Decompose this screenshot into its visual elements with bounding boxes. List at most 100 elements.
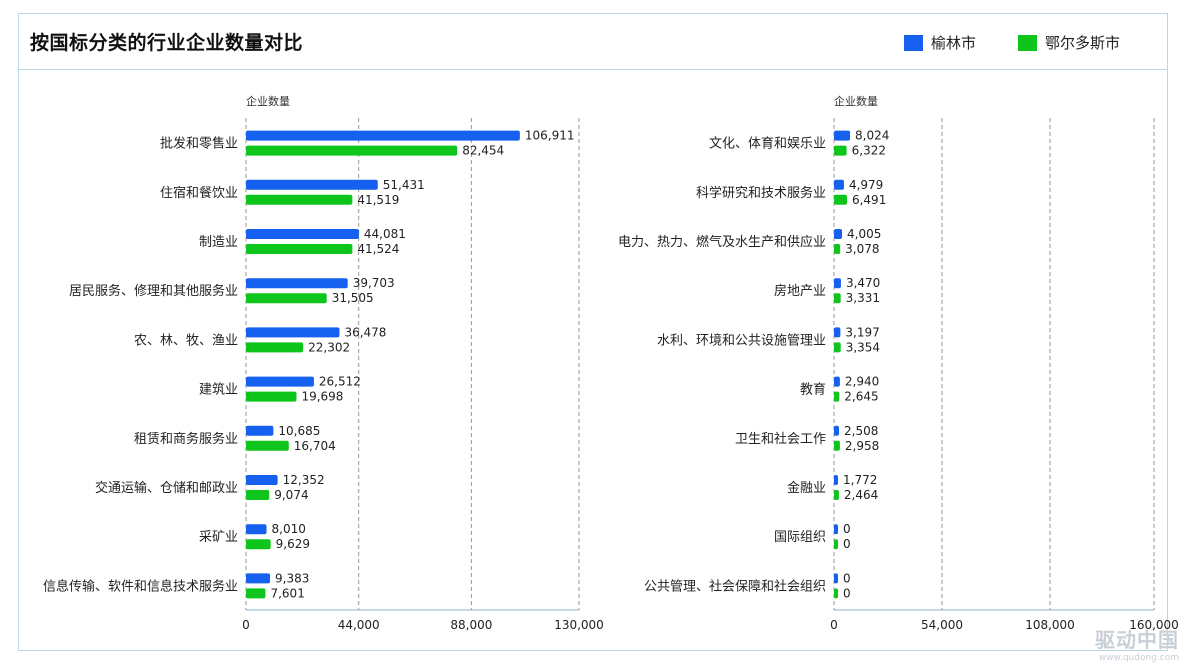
panel2-bar-ordos	[834, 244, 841, 254]
legend-label-yulin: 榆林市	[931, 34, 977, 52]
panel2-value-label: 2,645	[844, 390, 878, 404]
panel2-category-label: 公共管理、社会保障和社会组织	[644, 578, 826, 594]
panel2-bar-yulin	[834, 573, 838, 584]
card-header: 按国标分类的行业企业数量对比 榆林市 鄂尔多斯市	[19, 14, 1167, 70]
panel2-bar-yulin	[834, 130, 851, 141]
panel2-value-label: 3,078	[845, 242, 879, 256]
panel1-value-label: 9,074	[274, 488, 308, 502]
panel2-bar-ordos	[834, 293, 841, 304]
panel2-tick-label: 160,000	[1129, 618, 1179, 632]
panel1-value-label: 106,911	[525, 129, 575, 143]
panel2-value-label: 2,508	[844, 424, 878, 438]
legend-item-yulin[interactable]: 榆林市	[904, 32, 976, 53]
panel2-value-label: 3,331	[846, 291, 880, 305]
panel1-category-label: 批发和零售业	[160, 136, 238, 152]
panel2-bar-ordos	[834, 391, 840, 402]
panel2-category-label: 卫生和社会工作	[735, 431, 826, 447]
panel2-tick-label: 108,000	[1025, 618, 1075, 632]
watermark: 驱动中国 www.qudong.com	[1095, 624, 1179, 663]
panel1-value-label: 7,601	[270, 586, 304, 600]
panel2-category-label: 电力、热力、燃气及水生产和供应业	[618, 234, 826, 250]
legend-label-ordos: 鄂尔多斯市	[1045, 34, 1121, 52]
panel2-category-label: 教育	[800, 382, 826, 398]
panel1-bar-ordos	[246, 244, 353, 254]
panel1-axis-title: 企业数量	[246, 94, 290, 108]
panel1-category-label: 住宿和餐饮业	[160, 185, 238, 201]
panel1-bar-ordos	[246, 539, 271, 550]
legend-swatch-ordos	[1018, 34, 1037, 51]
watermark-name: 驱动中国	[1095, 628, 1179, 652]
panel1-bar-ordos	[246, 440, 289, 451]
legend-item-ordos[interactable]: 鄂尔多斯市	[1018, 32, 1120, 53]
panel1-category-label: 制造业	[199, 235, 238, 250]
panel2-bar-ordos	[834, 194, 847, 205]
panel2-bar-yulin	[834, 327, 841, 338]
panel2-bar-yulin	[834, 524, 838, 535]
panel2-bar-yulin	[834, 475, 838, 485]
panel1-value-label: 51,431	[383, 178, 425, 192]
panel1-value-label: 41,519	[357, 193, 399, 207]
panel2-category-label: 文化、体育和娱乐业	[709, 136, 826, 152]
panel2-bar-ordos	[834, 342, 841, 353]
panel2-category-label: 金融业	[787, 480, 826, 496]
panel1-bar-ordos	[246, 293, 327, 304]
panel1-bar-yulin	[246, 425, 274, 436]
legend-swatch-yulin	[904, 34, 923, 51]
panel1-value-label: 10,685	[278, 424, 320, 438]
panel1-value-label: 36,478	[344, 325, 386, 339]
panel2-value-label: 4,005	[847, 227, 881, 241]
panel2-tick-label: 54,000	[921, 618, 963, 632]
panel2-category-label: 房地产业	[774, 283, 826, 299]
panel1-value-label: 16,704	[294, 439, 336, 453]
panel2-bar-yulin	[834, 278, 841, 289]
panel1-bar-yulin	[246, 524, 267, 535]
panel1-value-label: 82,454	[462, 144, 504, 158]
panel2-bar-ordos	[834, 145, 847, 156]
panel1-category-label: 建筑业	[199, 382, 238, 398]
panel1-bar-ordos	[246, 588, 266, 599]
panel1-value-label: 31,505	[332, 291, 374, 305]
panel1-bar-ordos	[246, 194, 353, 205]
panel2-bar-yulin	[834, 179, 844, 190]
panel1-value-label: 12,352	[283, 473, 325, 487]
panel2-value-label: 8,024	[855, 129, 889, 143]
panel2-value-label: 2,464	[844, 488, 878, 502]
panel2-value-label: 4,979	[849, 178, 883, 192]
panel1-bar-yulin	[246, 573, 271, 584]
panel2-value-label: 3,470	[846, 276, 880, 290]
panel2-bar-yulin	[834, 376, 840, 387]
panel2-value-label: 0	[843, 586, 851, 600]
panel2-value-label: 0	[843, 522, 851, 536]
watermark-url: www.qudong.com	[1098, 653, 1179, 663]
panel1-value-label: 8,010	[272, 522, 306, 536]
panel1-value-label: 19,698	[301, 390, 343, 404]
panel2-value-label: 2,940	[845, 375, 879, 389]
panel2-axis-title: 企业数量	[834, 94, 878, 108]
panel1-value-label: 9,383	[275, 571, 309, 585]
panel1-category-label: 信息传输、软件和信息技术服务业	[43, 578, 238, 594]
panel1-value-label: 9,629	[276, 537, 310, 551]
chart-title: 按国标分类的行业企业数量对比	[30, 32, 304, 54]
panel2-tick-label: 0	[830, 618, 838, 632]
panel2-bar-ordos	[834, 539, 838, 550]
panel2-value-label: 6,491	[852, 193, 886, 207]
panel1-value-label: 41,524	[357, 242, 399, 256]
panel2-bar-ordos	[834, 490, 839, 500]
panel1-bar-ordos	[246, 145, 458, 156]
panel2-category-label: 水利、环境和公共设施管理业	[657, 333, 826, 348]
panel1-bar-yulin	[246, 327, 340, 338]
panel1-value-label: 26,512	[319, 375, 361, 389]
panel1-bar-yulin	[246, 130, 520, 141]
panel1-category-label: 居民服务、修理和其他服务业	[69, 283, 238, 299]
panel1-category-label: 交通运输、仓储和邮政业	[95, 480, 238, 496]
panel2-value-label: 1,772	[843, 473, 877, 487]
panel2-bar-yulin	[834, 229, 843, 239]
panel2-bar-ordos	[834, 588, 838, 599]
panel1-category-label: 采矿业	[199, 530, 238, 545]
panel1-bar-yulin	[246, 278, 348, 289]
panel2-category-label: 科学研究和技术服务业	[696, 185, 826, 201]
panel1-bar-yulin	[246, 179, 378, 190]
panel1-category-label: 农、林、牧、渔业	[134, 333, 238, 348]
panel1-bar-yulin	[246, 376, 314, 387]
